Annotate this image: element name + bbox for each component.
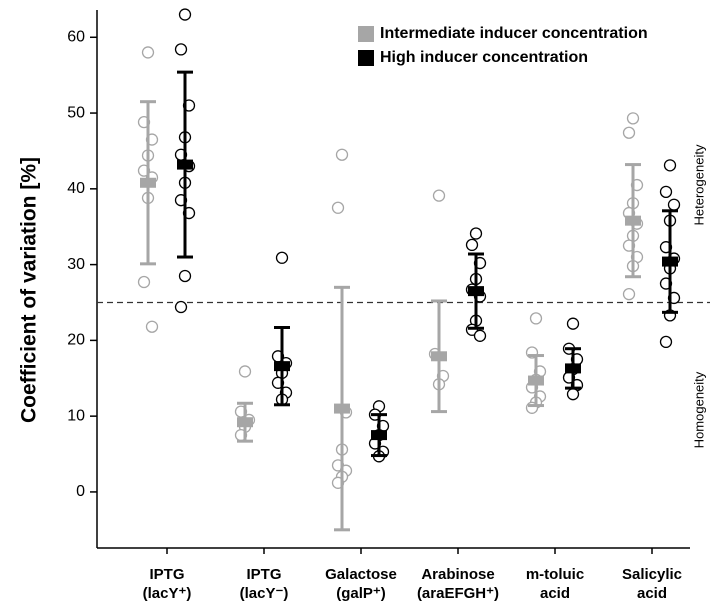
mean-marker — [177, 159, 193, 170]
annotation: Heterogeneity — [691, 144, 706, 225]
data-point — [626, 112, 640, 125]
data-point — [659, 185, 673, 199]
x-tick-label: IPTG — [246, 566, 281, 583]
mean-marker — [140, 177, 156, 188]
legend-swatch — [358, 26, 374, 42]
mean-marker — [274, 361, 290, 372]
mean-marker — [625, 215, 641, 226]
y-tick-label: 40 — [67, 180, 85, 197]
data-point — [331, 201, 345, 214]
data-point — [465, 238, 479, 252]
x-tick-label: Galactose — [325, 566, 397, 583]
x-tick-label: (galP⁺) — [336, 585, 386, 602]
data-point — [622, 288, 636, 301]
data-point — [667, 198, 681, 211]
data-point — [622, 126, 636, 139]
annotation: Homogeneity — [691, 371, 706, 448]
data-point — [174, 43, 188, 56]
x-tick-label: Arabinose — [421, 566, 494, 583]
mean-marker — [334, 403, 350, 414]
data-point — [663, 159, 677, 172]
data-point — [137, 275, 151, 289]
data-point — [335, 148, 349, 161]
data-point — [178, 8, 192, 21]
mean-marker — [662, 256, 678, 267]
data-point — [238, 365, 252, 378]
legend-label: High inducer concentration — [380, 49, 588, 66]
data-point — [174, 300, 188, 314]
x-tick-label: Salicylic — [622, 566, 682, 583]
y-tick-label: 10 — [67, 407, 85, 424]
y-tick-label: 20 — [67, 332, 85, 349]
mean-marker — [237, 417, 253, 428]
mean-marker — [371, 430, 387, 441]
data-point — [566, 388, 580, 401]
x-tick-label: (lacY⁺) — [143, 585, 192, 602]
y-tick-label: 60 — [67, 28, 85, 45]
y-tick-label: 30 — [67, 256, 85, 273]
x-tick-label: m-toluic — [526, 566, 584, 583]
legend-label: Intermediate inducer concentration — [380, 25, 648, 42]
x-tick-label: (araEFGH⁺) — [417, 585, 499, 602]
data-point — [145, 320, 159, 333]
data-point — [659, 335, 673, 349]
x-tick-label: acid — [637, 585, 667, 602]
data-point — [473, 329, 487, 342]
data-point — [178, 269, 192, 283]
data-point — [566, 317, 580, 330]
x-tick-label: IPTG — [149, 566, 184, 583]
mean-marker — [528, 375, 544, 386]
data-point — [432, 189, 446, 202]
y-tick-label: 50 — [67, 104, 85, 121]
data-point — [529, 312, 543, 325]
mean-marker — [431, 351, 447, 362]
x-tick-label: (lacY⁻) — [240, 585, 289, 602]
mean-marker — [565, 363, 581, 374]
data-point — [469, 227, 483, 240]
y-tick-label: 0 — [76, 483, 85, 500]
data-point — [275, 251, 289, 264]
data-point — [141, 46, 155, 59]
mean-marker — [468, 286, 484, 297]
x-tick-label: acid — [540, 585, 570, 602]
legend-swatch — [358, 50, 374, 66]
y-axis-label: Coefficient of variation [%] — [18, 157, 41, 423]
